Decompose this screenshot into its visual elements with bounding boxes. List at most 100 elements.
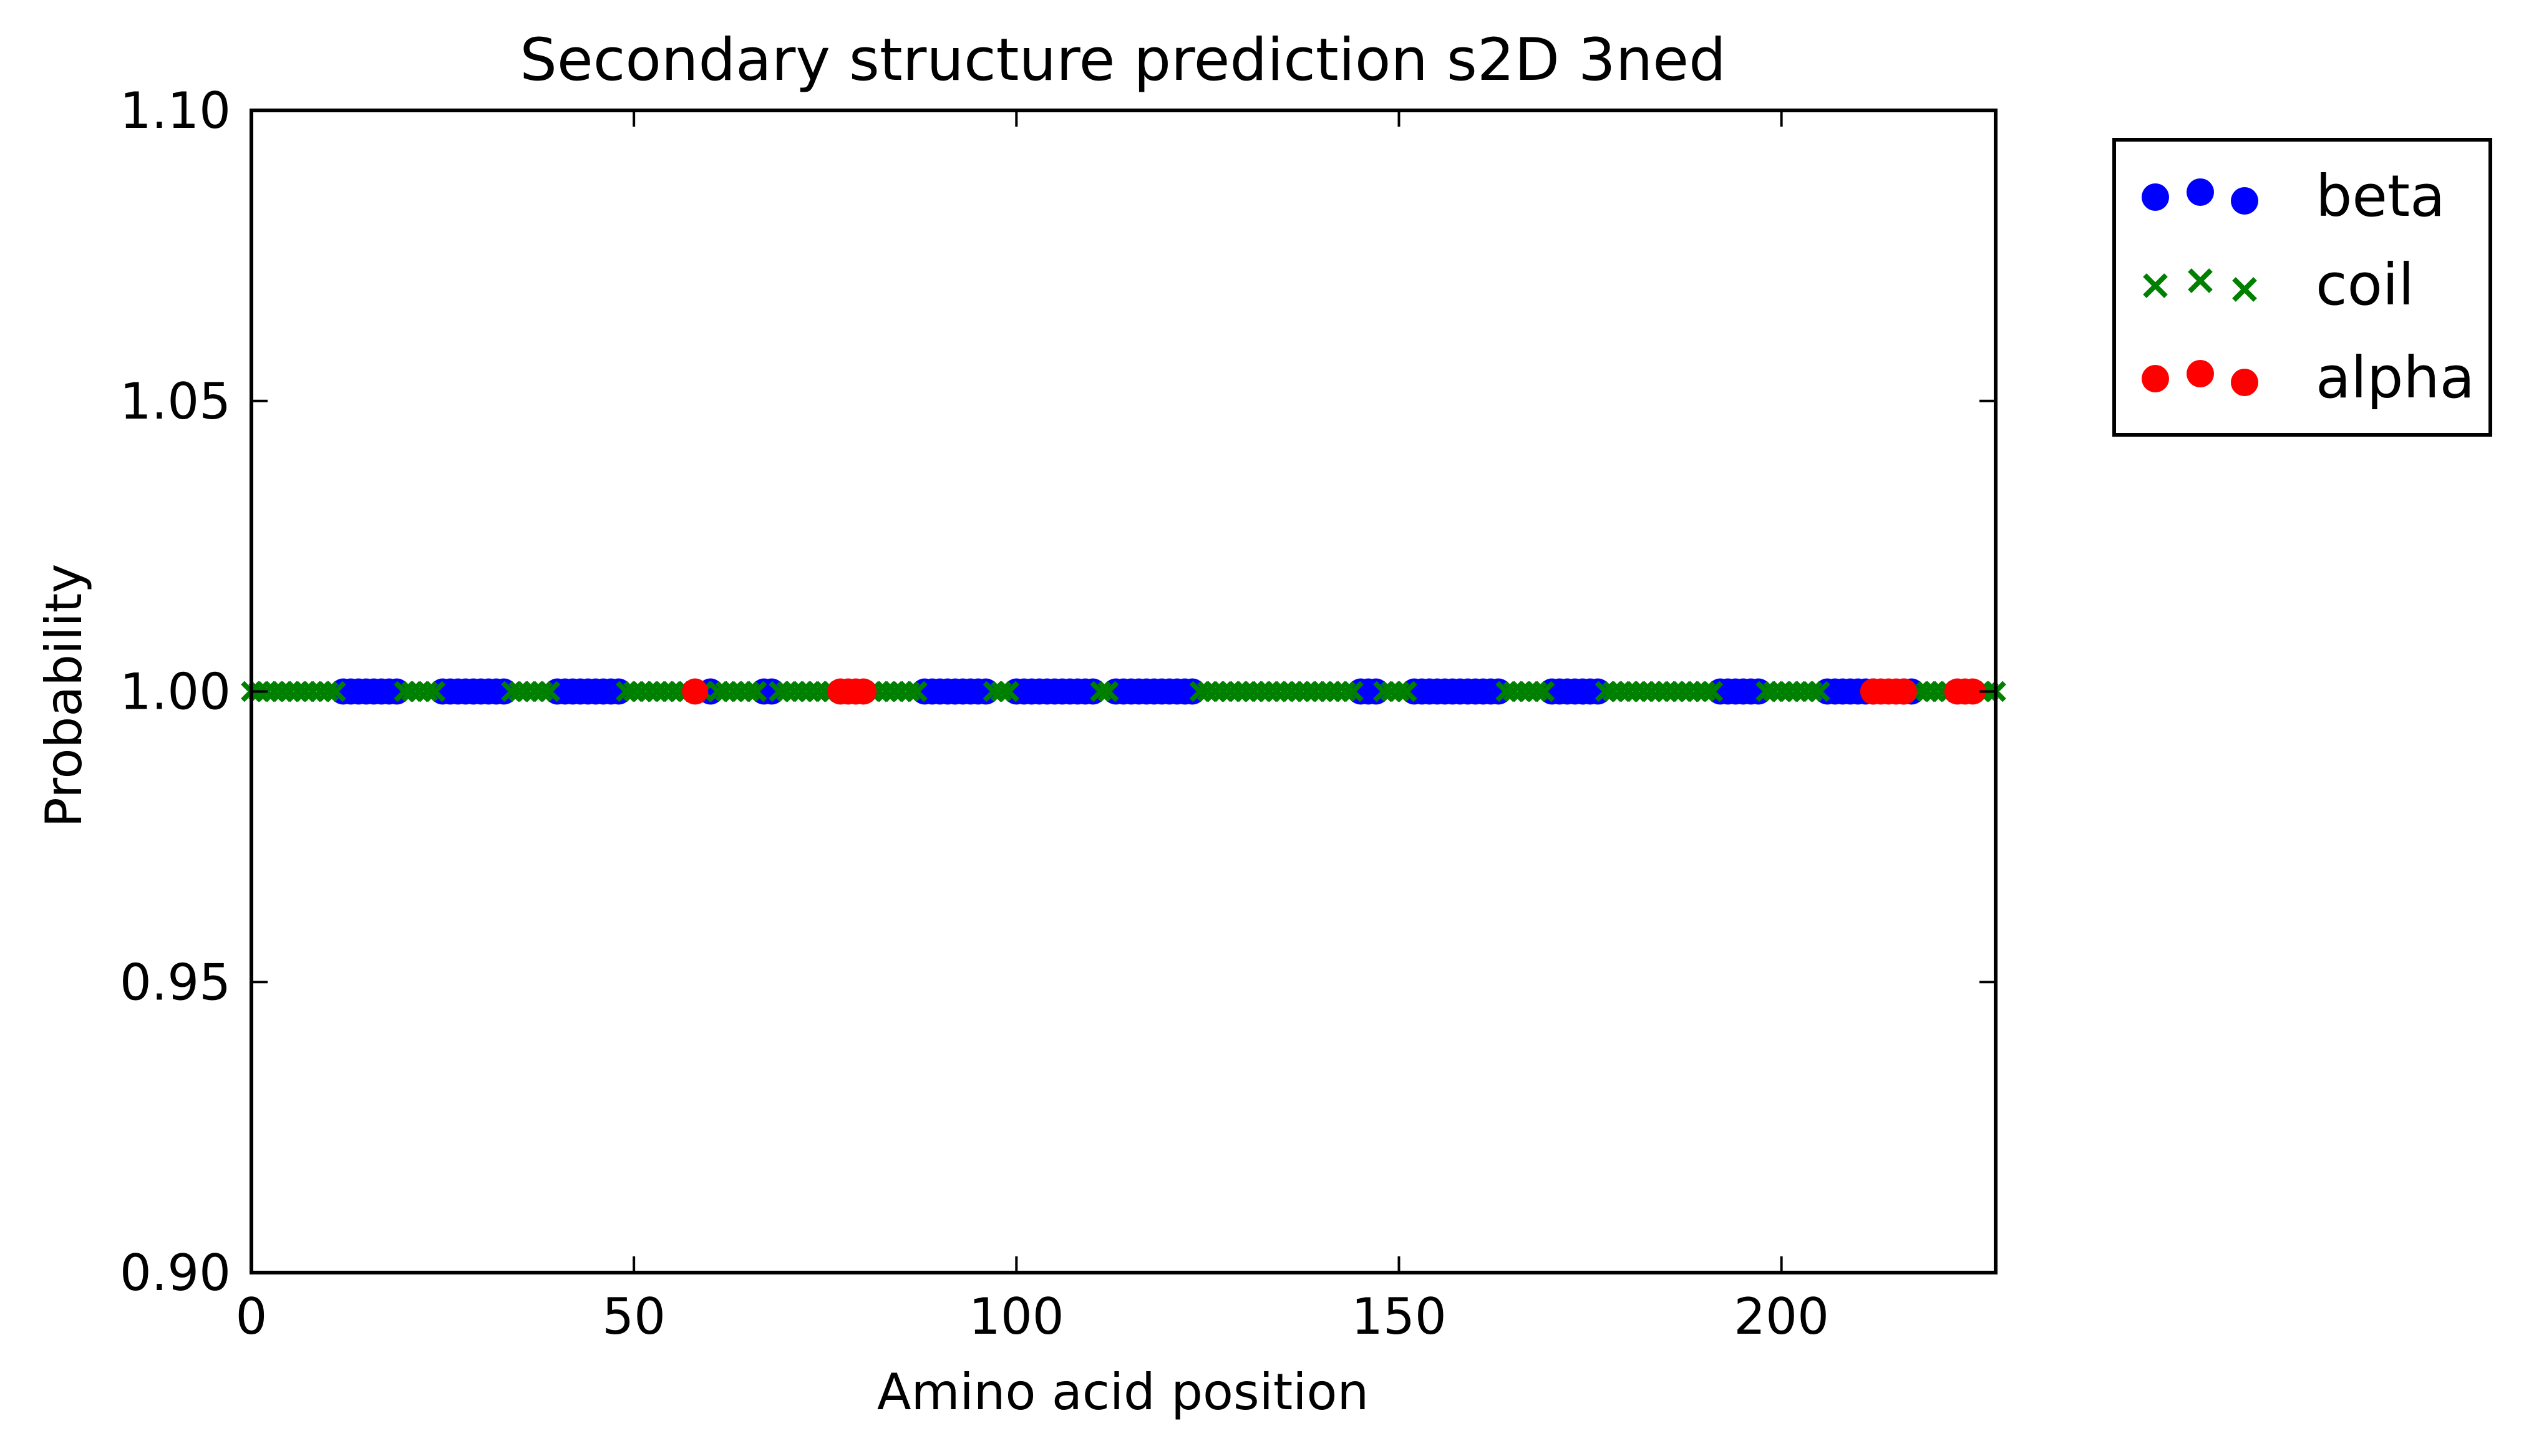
coil-point — [1381, 681, 1402, 702]
coil-point — [401, 681, 423, 702]
coil-point — [1924, 681, 1945, 702]
coil-point — [1396, 681, 1417, 702]
coil-point — [784, 681, 805, 702]
coil-point — [1786, 681, 1807, 702]
coil-point — [1266, 681, 1288, 702]
coil-point — [302, 681, 323, 702]
legend-label-beta: beta — [2316, 163, 2445, 230]
coil-point — [1243, 681, 1265, 702]
coil-point — [1258, 681, 1279, 702]
y-tick-label: 1.05 — [120, 372, 231, 430]
coil-point — [1916, 681, 1938, 702]
coil-point — [1090, 681, 1112, 702]
coil-point — [309, 681, 331, 702]
legend-entry-alpha: alpha — [2142, 344, 2475, 411]
coil-point — [1641, 681, 1662, 702]
coil-point — [1495, 681, 1517, 702]
coil-point — [1801, 681, 1823, 702]
coil-point — [294, 681, 316, 702]
plot-frame — [250, 109, 1998, 1274]
legend-marker-alpha — [2142, 365, 2169, 392]
coil-point — [1679, 681, 1701, 702]
coil-point — [523, 681, 545, 702]
coil-point — [1327, 681, 1349, 702]
coil-point — [394, 681, 415, 702]
coil-point — [1595, 681, 1616, 702]
y-tick-labels: 0.90 0.95 1.00 1.05 1.10 — [120, 82, 231, 1302]
coil-point — [1533, 681, 1555, 702]
legend-entry-coil: coil — [2143, 251, 2414, 318]
coil-point — [539, 681, 561, 702]
coil-point — [998, 681, 1019, 702]
legend-marker-coil — [2232, 277, 2257, 302]
coil-point — [1334, 681, 1356, 702]
coil-point — [1702, 681, 1724, 702]
coil-point — [715, 681, 737, 702]
coil-point — [1097, 681, 1119, 702]
coil-point — [1510, 681, 1532, 702]
coil-point — [1664, 681, 1685, 702]
coil-point — [769, 681, 790, 702]
legend-marker-beta — [2187, 178, 2214, 206]
legend-entry-beta: beta — [2142, 163, 2445, 230]
coil-point — [508, 681, 530, 702]
coil-point — [1656, 681, 1677, 702]
coil-point — [707, 681, 729, 702]
coil-point — [1779, 681, 1800, 702]
coil-point — [1633, 681, 1654, 702]
coil-point — [1809, 681, 1830, 702]
alpha-point — [1890, 678, 1917, 705]
coil-point — [1671, 681, 1693, 702]
coil-point — [1694, 681, 1716, 702]
coil-point — [638, 681, 660, 702]
coil-point — [1289, 681, 1310, 702]
y-axis-label: Probability — [35, 564, 93, 828]
chart-title: Secondary structure prediction s2D 3ned — [520, 26, 1726, 94]
coil-point — [1763, 681, 1785, 702]
legend-marker-alpha — [2187, 360, 2214, 387]
y-tick-label: 0.90 — [120, 1244, 231, 1302]
coil-point — [516, 681, 538, 702]
coil-point — [891, 681, 913, 702]
legend-label-coil: coil — [2316, 251, 2414, 318]
coil-point — [807, 681, 828, 702]
coil-point — [1770, 681, 1792, 702]
alpha-point — [1959, 678, 1986, 705]
coil-point — [722, 681, 744, 702]
coil-point — [1610, 681, 1631, 702]
coil-point — [745, 681, 767, 702]
x-tick-labels: 0 50 100 150 200 — [236, 1288, 1829, 1346]
coil-point — [317, 681, 339, 702]
x-tick-label: 150 — [1351, 1288, 1447, 1346]
y-tick-label: 1.00 — [120, 663, 231, 721]
coil-point — [1503, 681, 1525, 702]
x-tick-label: 50 — [602, 1288, 666, 1346]
coil-point — [1212, 681, 1234, 702]
plot-area — [241, 109, 2006, 1274]
coil-point — [906, 681, 928, 702]
coil-point — [1603, 681, 1624, 702]
coil-point — [424, 681, 446, 702]
coil-point — [1281, 681, 1303, 702]
coil-point — [409, 681, 430, 702]
coil-point — [731, 681, 752, 702]
coil-point — [1220, 681, 1241, 702]
coil-point — [990, 681, 1012, 702]
coil-point — [1312, 681, 1333, 702]
y-tick-label: 1.10 — [120, 82, 231, 140]
coil-point — [1342, 681, 1364, 702]
legend-marker-beta — [2231, 187, 2258, 215]
legend: beta coil alpha — [2112, 138, 2492, 437]
coil-point — [1205, 681, 1226, 702]
coil-point — [646, 681, 668, 702]
coil-point — [325, 681, 346, 702]
coil-point — [661, 681, 683, 702]
legend-marker-beta — [2142, 183, 2169, 211]
coil-point — [279, 681, 301, 702]
coil-point — [1388, 681, 1410, 702]
coil-point — [1625, 681, 1647, 702]
coil-point — [1250, 681, 1272, 702]
legend-marker-coil — [2188, 268, 2213, 293]
legend-entries: beta coil alpha — [2142, 163, 2475, 411]
coil-point — [1189, 681, 1211, 702]
